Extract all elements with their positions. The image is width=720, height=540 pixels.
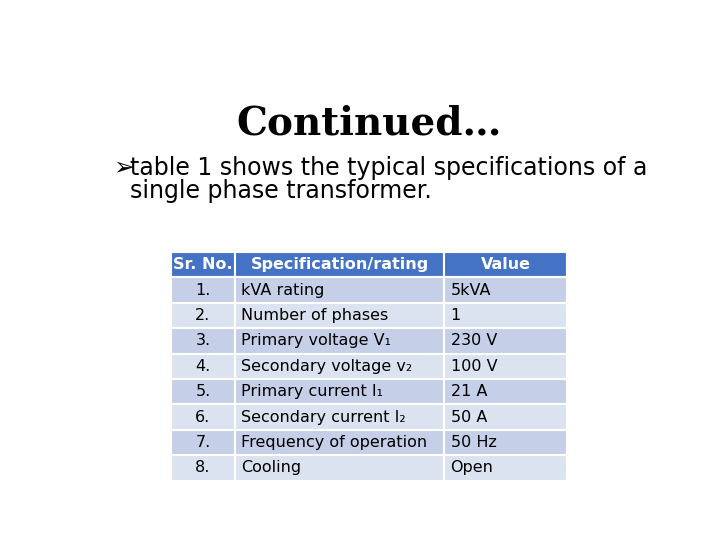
Bar bbox=[171, 278, 235, 303]
Text: table 1 shows the typical specifications of a: table 1 shows the typical specifications… bbox=[130, 156, 648, 180]
Text: Number of phases: Number of phases bbox=[241, 308, 389, 323]
Text: 4.: 4. bbox=[195, 359, 211, 374]
Text: 2.: 2. bbox=[195, 308, 211, 323]
Text: 21 A: 21 A bbox=[451, 384, 487, 399]
Bar bbox=[235, 328, 444, 354]
Text: 7.: 7. bbox=[195, 435, 211, 450]
Text: 5kVA: 5kVA bbox=[451, 282, 491, 298]
Text: Open: Open bbox=[451, 461, 493, 475]
Text: Primary voltage V₁: Primary voltage V₁ bbox=[241, 333, 391, 348]
Text: Cooling: Cooling bbox=[241, 461, 302, 475]
Bar bbox=[444, 379, 567, 404]
Text: Secondary voltage v₂: Secondary voltage v₂ bbox=[241, 359, 413, 374]
Bar bbox=[235, 404, 444, 430]
Bar bbox=[235, 379, 444, 404]
Bar bbox=[444, 455, 567, 481]
Text: 50 A: 50 A bbox=[451, 409, 487, 424]
Text: 230 V: 230 V bbox=[451, 333, 497, 348]
Bar bbox=[171, 404, 235, 430]
Text: 3.: 3. bbox=[195, 333, 210, 348]
Bar bbox=[171, 455, 235, 481]
Text: 1: 1 bbox=[451, 308, 461, 323]
Text: Sr. No.: Sr. No. bbox=[174, 257, 233, 272]
Text: Secondary current I₂: Secondary current I₂ bbox=[241, 409, 406, 424]
Bar bbox=[171, 430, 235, 455]
Text: Frequency of operation: Frequency of operation bbox=[241, 435, 428, 450]
Bar bbox=[444, 278, 567, 303]
Text: Value: Value bbox=[481, 257, 531, 272]
Text: 5.: 5. bbox=[195, 384, 211, 399]
Text: Continued…: Continued… bbox=[236, 105, 502, 143]
Bar bbox=[444, 430, 567, 455]
Bar bbox=[171, 354, 235, 379]
Text: 50 Hz: 50 Hz bbox=[451, 435, 496, 450]
Text: Primary current I₁: Primary current I₁ bbox=[241, 384, 383, 399]
Text: 8.: 8. bbox=[195, 461, 211, 475]
Text: 1.: 1. bbox=[195, 282, 211, 298]
Bar bbox=[444, 303, 567, 328]
Bar bbox=[444, 354, 567, 379]
Text: Specification/rating: Specification/rating bbox=[251, 257, 429, 272]
Bar bbox=[235, 252, 444, 278]
Bar bbox=[235, 354, 444, 379]
Bar bbox=[235, 303, 444, 328]
Bar bbox=[171, 303, 235, 328]
Bar bbox=[444, 404, 567, 430]
Bar bbox=[171, 328, 235, 354]
Text: single phase transformer.: single phase transformer. bbox=[130, 179, 432, 202]
Bar bbox=[235, 430, 444, 455]
Text: 6.: 6. bbox=[195, 409, 211, 424]
Text: 100 V: 100 V bbox=[451, 359, 497, 374]
Bar bbox=[444, 328, 567, 354]
Text: kVA rating: kVA rating bbox=[241, 282, 325, 298]
Bar bbox=[235, 455, 444, 481]
Bar bbox=[171, 379, 235, 404]
Bar bbox=[171, 252, 235, 278]
Bar bbox=[444, 252, 567, 278]
Text: ➢: ➢ bbox=[113, 156, 134, 180]
Bar bbox=[235, 278, 444, 303]
